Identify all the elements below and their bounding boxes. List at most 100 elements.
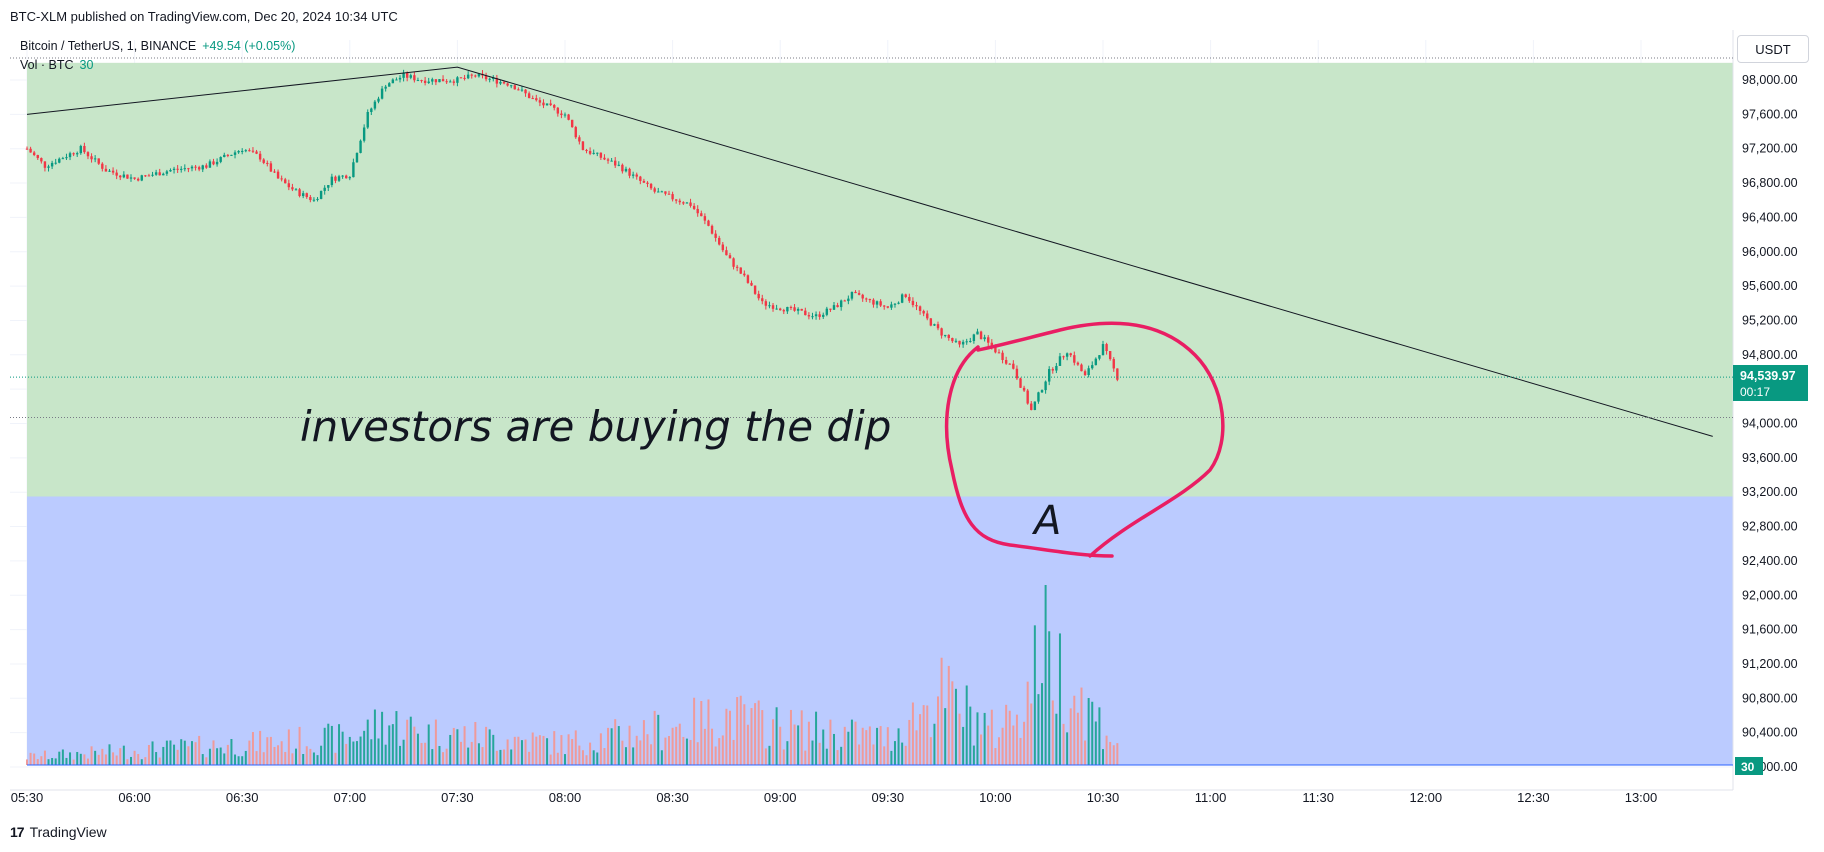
volume-badge xyxy=(1735,757,1763,775)
volume-bar xyxy=(402,739,405,765)
candle-body xyxy=(642,180,646,183)
candle-body xyxy=(93,158,97,160)
volume-bar xyxy=(438,745,441,765)
volume-label[interactable]: Vol · BTC xyxy=(20,58,74,72)
last-price-badge xyxy=(1733,365,1808,401)
candle-body xyxy=(990,342,994,347)
volume-bar xyxy=(861,727,864,765)
volume-bar xyxy=(155,752,158,765)
candle-body xyxy=(287,183,291,188)
volume-bar xyxy=(951,681,954,765)
x-tick-label: 10:30 xyxy=(1087,790,1120,805)
volume-bar xyxy=(108,744,111,765)
candle-body xyxy=(653,188,656,192)
candle-body xyxy=(947,334,950,339)
volume-bar xyxy=(718,738,721,765)
symbol-name[interactable]: Bitcoin / TetherUS, 1, BINANCE xyxy=(20,39,197,53)
volume-bar xyxy=(1044,585,1047,765)
volume-bar xyxy=(345,743,348,765)
volume-bar xyxy=(668,736,671,765)
volume-bar xyxy=(682,736,685,765)
x-tick-label: 07:00 xyxy=(334,790,367,805)
candle-body xyxy=(1083,371,1087,375)
candle-body xyxy=(689,202,692,206)
volume-bar xyxy=(269,736,272,765)
candle-body xyxy=(969,340,972,342)
candle-body xyxy=(506,83,509,86)
candle-body xyxy=(710,225,714,234)
candle-body xyxy=(718,237,721,245)
volume-bar xyxy=(764,748,767,765)
candle-body xyxy=(685,202,689,204)
candle-body xyxy=(639,176,642,181)
volume-bar xyxy=(1069,708,1072,765)
volume-bar xyxy=(581,750,584,765)
zone-blue[interactable] xyxy=(27,496,1733,765)
volume-bar xyxy=(843,726,846,765)
candle-body xyxy=(703,216,707,221)
volume-bar xyxy=(589,742,592,765)
candle-body xyxy=(366,112,369,128)
candle-body xyxy=(696,208,699,214)
x-tick-label: 09:30 xyxy=(872,790,905,805)
candle-body xyxy=(1105,344,1108,352)
volume-bar xyxy=(660,750,663,765)
candle-body xyxy=(911,300,915,306)
candle-body xyxy=(456,77,459,83)
volume-legend[interactable]: Vol · BTC 30 xyxy=(20,58,93,72)
volume-bar xyxy=(528,751,531,765)
volume-bar xyxy=(373,709,376,765)
candle-body xyxy=(466,74,470,79)
candle-body xyxy=(445,81,448,83)
symbol-legend[interactable]: Bitcoin / TetherUS, 1, BINANCE +49.54 (+0… xyxy=(20,39,295,53)
currency-button[interactable]: USDT xyxy=(1737,35,1809,63)
volume-bar xyxy=(761,710,764,765)
volume-bar xyxy=(883,746,886,765)
candle-body xyxy=(474,75,477,77)
volume-bar xyxy=(678,723,681,765)
candle-body xyxy=(68,153,72,158)
tradingview-logo-icon: 17 xyxy=(10,824,25,840)
candle-body xyxy=(682,202,685,204)
annotation-marker: A xyxy=(1031,498,1061,544)
candle-body xyxy=(151,174,154,176)
candle-body xyxy=(976,331,979,335)
candle-body xyxy=(427,81,430,83)
volume-bar xyxy=(553,731,556,765)
candle-body xyxy=(488,78,491,80)
candle-body xyxy=(775,308,778,310)
candle-body xyxy=(255,151,258,154)
candle-body xyxy=(129,177,133,179)
candle-body xyxy=(323,187,326,191)
candle-body xyxy=(76,153,79,155)
candle-body xyxy=(97,158,100,164)
volume-bar xyxy=(1008,710,1011,765)
candle-body xyxy=(829,308,832,310)
volume-bar xyxy=(251,732,254,765)
footer-brand[interactable]: 17 TradingView xyxy=(10,824,107,840)
candle-body xyxy=(854,291,857,294)
candle-body xyxy=(187,168,190,170)
volume-bar xyxy=(298,726,301,765)
zone-green[interactable] xyxy=(27,62,1733,497)
volume-bar xyxy=(151,741,154,765)
candle-body xyxy=(832,305,836,310)
candle-body xyxy=(1022,387,1026,391)
volume-bar xyxy=(822,729,825,765)
volume-bar xyxy=(255,751,258,765)
candle-body xyxy=(1037,392,1040,402)
candle-body xyxy=(262,159,265,163)
candle-body xyxy=(556,107,560,114)
candle-body xyxy=(563,114,567,116)
volume-bar xyxy=(234,754,237,765)
volume-bar xyxy=(420,742,423,765)
candle-body xyxy=(972,334,976,341)
candle-body xyxy=(180,168,183,170)
volume-bar xyxy=(144,757,147,765)
volume-bar xyxy=(711,728,714,765)
annotation-circle[interactable] xyxy=(944,321,1225,558)
candle-body xyxy=(29,148,32,153)
candle-body xyxy=(922,310,925,314)
trendline[interactable] xyxy=(26,66,1713,437)
